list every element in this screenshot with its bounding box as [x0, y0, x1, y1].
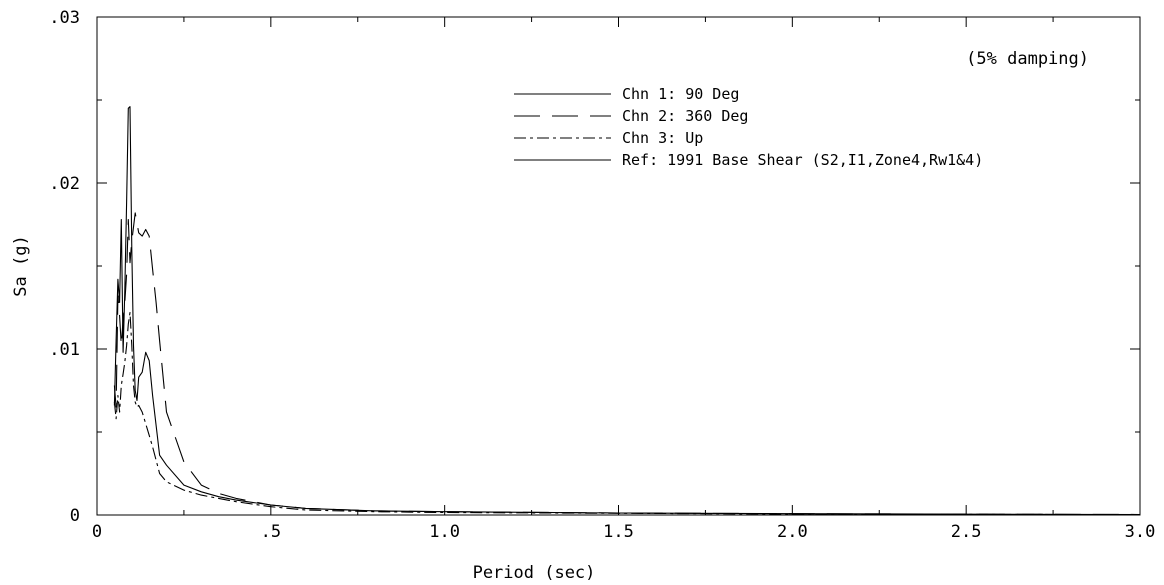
y-tick-label-1: .01 — [49, 340, 80, 360]
y-tick-label-0: 0 — [70, 506, 80, 526]
x-tick-label-0: 0 — [92, 522, 102, 542]
legend-label-1: Chn 1: 90 Deg — [622, 85, 739, 103]
x-tick-label-2: 1.0 — [429, 522, 460, 542]
y-tick-label-3: .03 — [49, 8, 80, 28]
x-tick-label-4: 2.0 — [777, 522, 808, 542]
x-tick-label-5: 2.5 — [951, 522, 982, 542]
x-axis-label: Period (sec) — [473, 563, 596, 583]
x-tick-label-1: .5 — [261, 522, 281, 542]
y-tick-label-2: .02 — [49, 174, 80, 194]
series-line-3 — [113, 311, 1141, 516]
legend: Chn 1: 90 Deg Chn 2: 360 Deg Chn 3: Up Ref:… — [514, 85, 983, 169]
x-tick-label-3: 1.5 — [603, 522, 634, 542]
series-lines — [113, 106, 1141, 516]
series-line-2 — [113, 212, 1141, 516]
damping-annotation: (5% damping) — [966, 49, 1089, 69]
legend-label-2: Chn 2: 360 Deg — [622, 107, 748, 125]
axis-ticks — [96, 16, 1141, 516]
plot-frame — [96, 16, 1141, 516]
tick-labels: 0 .5 1.0 1.5 2.0 2.5 3.0 0 .01 .02 .03 — [49, 8, 1155, 542]
x-tick-label-6: 3.0 — [1125, 522, 1156, 542]
y-axis-label: Sa (g) — [11, 235, 31, 296]
legend-label-4: Ref: 1991 Base Shear (S2,I1,Zone4,Rw1&4) — [622, 151, 983, 169]
legend-label-3: Chn 3: Up — [622, 129, 703, 147]
